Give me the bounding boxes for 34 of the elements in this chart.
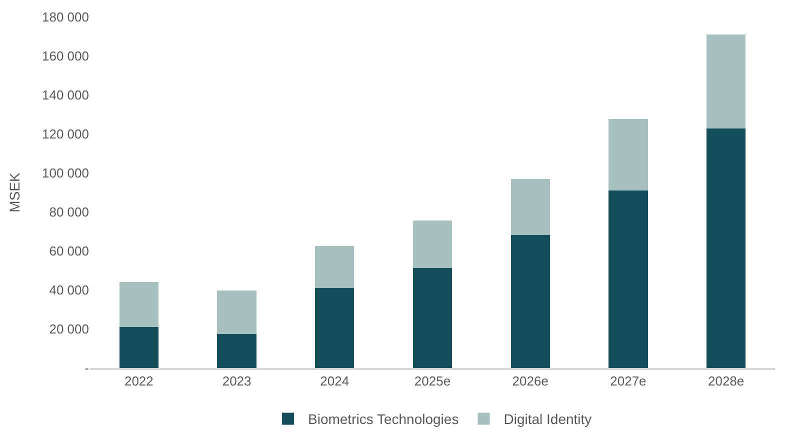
x-tick-label: 2023 <box>222 373 252 388</box>
bar <box>412 220 452 268</box>
bar <box>608 190 648 368</box>
x-tick-label: 2027e <box>610 373 646 388</box>
bar <box>315 246 354 288</box>
y-tick-label: 160 000 <box>42 48 89 64</box>
x-tick-label: 2025e <box>414 373 451 388</box>
y-axis-title: MSEK <box>6 172 23 212</box>
y-tick-label: 40 000 <box>49 282 89 298</box>
legend-label: Biometrics Technologies <box>308 411 459 428</box>
bar <box>510 234 550 368</box>
legend-label: Digital Identity <box>504 411 592 428</box>
y-tick-label: 100 000 <box>42 166 89 181</box>
bar <box>706 34 746 129</box>
bar <box>315 288 354 368</box>
x-tick-label: 2026e <box>512 373 548 388</box>
bar <box>119 282 158 328</box>
bar <box>119 327 158 368</box>
y-tick-label: 20 000 <box>49 322 89 337</box>
y-tick-label: 140 000 <box>42 88 89 103</box>
bar <box>706 128 746 368</box>
y-tick-label: 120 000 <box>42 126 89 142</box>
y-tick-label: - <box>84 360 89 376</box>
bar <box>217 290 256 334</box>
x-tick-label: 2022 <box>124 373 154 388</box>
bar <box>608 119 648 191</box>
x-tick-label: 2024 <box>320 373 350 388</box>
bar <box>412 268 452 368</box>
y-tick-label: 80 000 <box>49 204 89 220</box>
x-tick-label: 2028e <box>708 373 744 388</box>
bar <box>217 334 256 368</box>
y-tick-label: 60 000 <box>49 244 89 259</box>
bar <box>510 179 550 235</box>
y-tick-label: 180 000 <box>42 10 89 25</box>
